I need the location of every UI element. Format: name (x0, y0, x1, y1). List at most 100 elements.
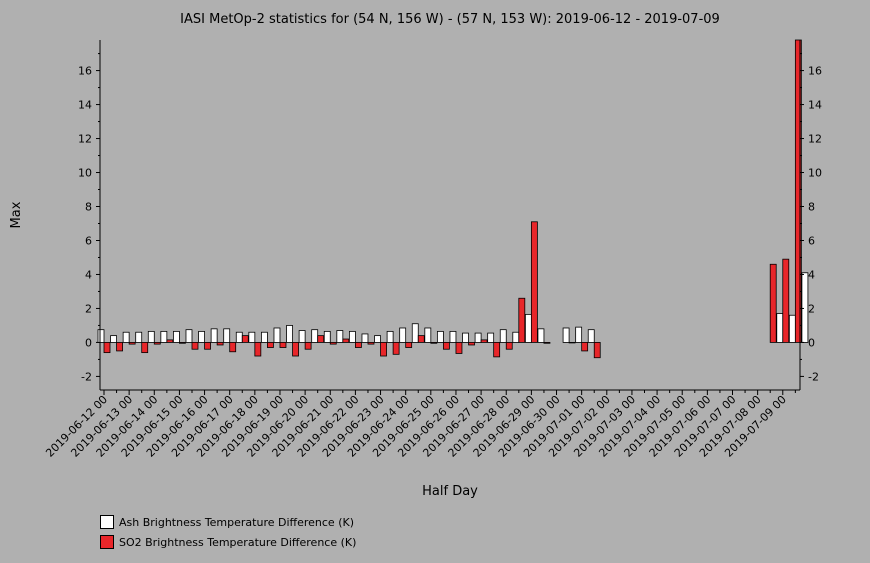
y-tick-label-left: 12 (78, 133, 92, 146)
so2-bar (581, 342, 589, 352)
ash-bar (273, 327, 281, 343)
ash-bar (223, 328, 231, 343)
y-tick-label-right: 10 (808, 167, 822, 180)
y-tick-label-left: 6 (85, 234, 92, 247)
so2-bar (543, 342, 551, 344)
ash-bar (776, 313, 784, 343)
legend-item-so2: SO2 Brightness Temperature Difference (K… (100, 532, 356, 552)
ash-bar (336, 330, 344, 343)
ash-bar (160, 330, 168, 343)
legend-swatch-ash (100, 515, 114, 529)
so2-bar (518, 297, 526, 343)
so2-bar (179, 342, 186, 344)
ash-bar (801, 272, 809, 343)
ash-bar (487, 332, 495, 343)
ash-bar (537, 328, 545, 343)
y-tick-label-left: 4 (85, 268, 92, 281)
y-tick-label-left: 14 (78, 99, 92, 112)
so2-bar (153, 342, 161, 345)
ash-bar (374, 335, 381, 343)
ash-bar (185, 329, 193, 343)
y-tick-label-left: 8 (85, 201, 92, 214)
so2-bar (405, 342, 413, 348)
ash-bar (399, 327, 407, 343)
x-axis-label: Half Day (422, 484, 478, 499)
so2-bar (455, 342, 463, 354)
chart-title: IASI MetOp-2 statistics for (54 N, 156 W… (180, 12, 720, 27)
y-tick-label-right: 0 (808, 336, 815, 349)
y-tick-label-right: 8 (808, 201, 815, 214)
y-tick-label-left: 0 (85, 336, 92, 349)
so2-bar (480, 339, 488, 343)
y-tick-label-right: 6 (808, 234, 815, 247)
ash-bar (424, 327, 432, 343)
y-tick-label-right: 16 (808, 65, 822, 78)
so2-bar (794, 39, 802, 343)
so2-bar (204, 342, 211, 350)
so2-bar (191, 342, 199, 350)
ash-bar (286, 325, 293, 343)
ash-bar (323, 330, 331, 343)
so2-bar (329, 342, 337, 345)
ash-bar (210, 328, 218, 343)
ash-bar (562, 327, 570, 343)
so2-bar (292, 342, 299, 357)
ash-bar (474, 332, 482, 343)
ash-bar (311, 329, 319, 343)
so2-bar (593, 342, 601, 359)
ash-bar (361, 333, 369, 343)
so2-bar (342, 338, 350, 343)
ash-bar (524, 313, 532, 343)
ash-bar (386, 330, 394, 343)
so2-bar (392, 342, 400, 355)
ash-bar (147, 330, 155, 343)
ash-bar (449, 330, 457, 343)
ash-bar (298, 330, 306, 343)
legend-item-ash: Ash Brightness Temperature Difference (K… (100, 512, 356, 532)
so2-bar (241, 335, 249, 343)
so2-bar (468, 342, 475, 346)
legend-label-so2: SO2 Brightness Temperature Difference (K… (119, 535, 357, 549)
ash-bar (348, 330, 356, 343)
ash-bar (575, 326, 583, 343)
legend-label-ash: Ash Brightness Temperature Difference (K… (119, 515, 354, 529)
so2-bar (254, 342, 262, 357)
so2-bar (568, 342, 576, 344)
ash-bar (248, 331, 256, 343)
so2-bar (493, 342, 501, 358)
so2-bar (769, 263, 777, 343)
ash-bar (587, 329, 595, 343)
so2-bar (380, 342, 387, 357)
ash-bar (235, 331, 243, 343)
so2-bar (128, 342, 136, 345)
so2-bar (417, 335, 425, 343)
so2-bar (229, 342, 237, 353)
so2-bar (442, 342, 450, 350)
so2-bar (141, 342, 149, 354)
ash-bar (261, 331, 268, 343)
so2-bar (367, 342, 375, 345)
so2-bar (354, 342, 362, 348)
y-tick-label-left: -2 (81, 370, 92, 383)
ash-bar (135, 331, 143, 343)
so2-bar (304, 342, 312, 350)
so2-bar (216, 342, 224, 346)
y-tick-label-right: 2 (808, 302, 815, 315)
ash-bar (499, 329, 507, 343)
ash-bar (512, 331, 520, 343)
ash-bar (97, 329, 105, 343)
so2-bar (530, 221, 538, 343)
ash-bar (122, 331, 130, 343)
legend: Ash Brightness Temperature Difference (K… (100, 512, 356, 552)
y-axis-label: Max (9, 201, 24, 228)
ash-bar (411, 323, 419, 343)
y-tick-label-left: 2 (85, 302, 92, 315)
ash-bar (436, 330, 444, 343)
ash-bar (198, 330, 205, 343)
y-tick-label-left: 10 (78, 167, 92, 180)
so2-bar (116, 342, 123, 352)
bars-group (97, 39, 809, 359)
ash-bar (110, 335, 117, 343)
